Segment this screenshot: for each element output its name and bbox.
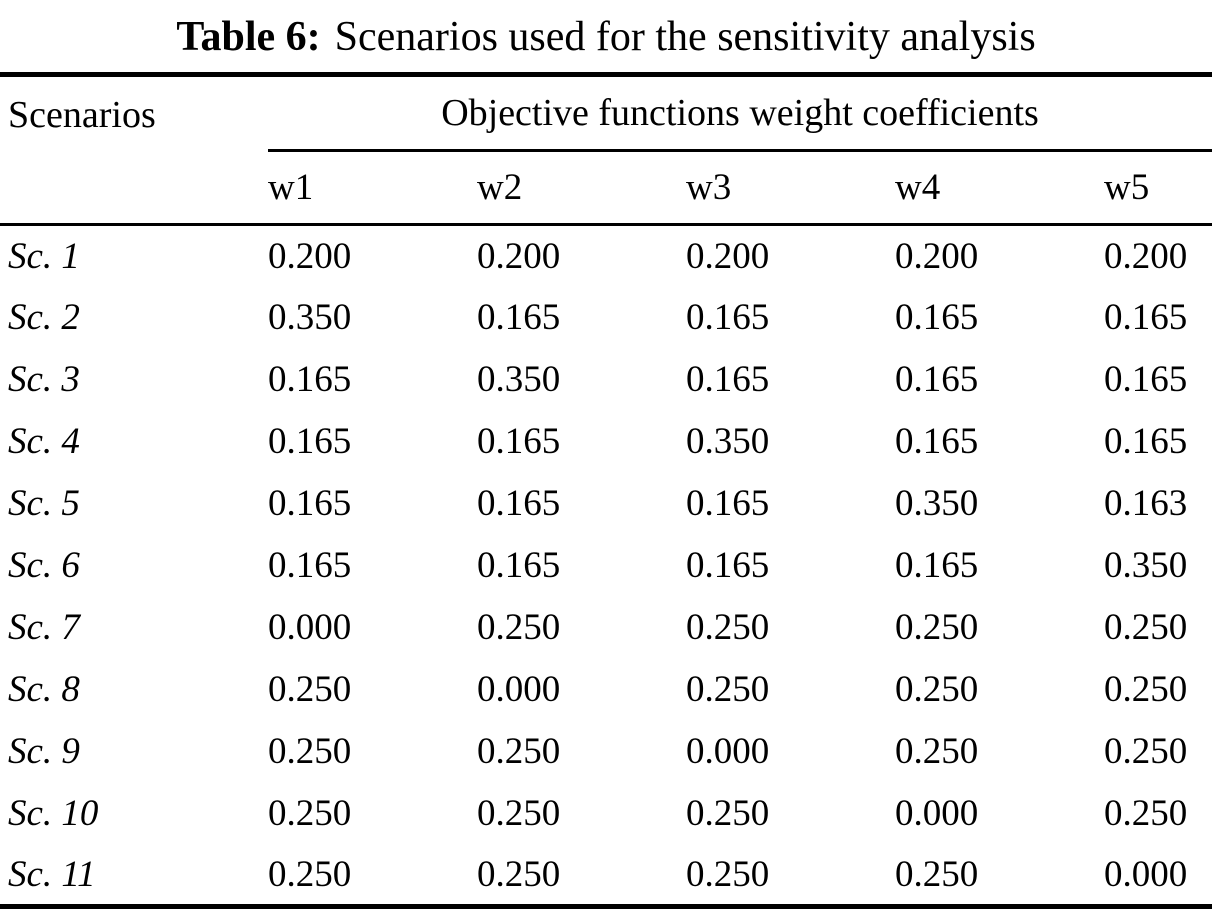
column-header-w2: w2 bbox=[477, 150, 686, 226]
weight-value: 0.250 bbox=[268, 853, 352, 895]
weight-value: 0.000 bbox=[1104, 853, 1188, 895]
weight-value: 0.350 bbox=[477, 359, 561, 400]
weight-value: 0.200 bbox=[477, 235, 561, 277]
table-row: Sc. 11 0.250 0.250 0.250 0.250 0.000 bbox=[0, 845, 1212, 907]
header-row-weights: w1 w2 w3 w4 w5 bbox=[0, 150, 1212, 226]
weight-value: 0.165 bbox=[895, 359, 979, 400]
table-caption-text: Scenarios used for the sensitivity analy… bbox=[334, 14, 1036, 60]
group-header-objective-weights: Objective functions weight coefficients bbox=[268, 74, 1212, 152]
weight-value: 0.165 bbox=[268, 545, 352, 586]
weight-value: 0.250 bbox=[477, 731, 561, 772]
scenario-label: Sc. 1 bbox=[8, 235, 80, 277]
scenario-label: Sc. 2 bbox=[8, 297, 80, 338]
weight-value: 0.250 bbox=[895, 669, 979, 710]
weight-value: 0.250 bbox=[477, 853, 561, 895]
weight-value: 0.200 bbox=[686, 235, 770, 277]
weight-value: 0.250 bbox=[686, 853, 770, 895]
scenario-label: Sc. 4 bbox=[8, 421, 80, 462]
weight-value: 0.165 bbox=[686, 483, 770, 524]
column-header-w5: w5 bbox=[1104, 150, 1212, 226]
weight-value: 0.350 bbox=[268, 297, 352, 338]
weight-value: 0.165 bbox=[686, 297, 770, 338]
table-row: Sc. 5 0.165 0.165 0.165 0.350 0.163 bbox=[0, 473, 1212, 535]
header-row-group: Scenarios Objective functions weight coe… bbox=[0, 74, 1212, 226]
weight-value: 0.250 bbox=[268, 669, 352, 710]
table-row: Sc. 4 0.165 0.165 0.350 0.165 0.165 bbox=[0, 411, 1212, 473]
scenario-label: Sc. 7 bbox=[8, 607, 80, 648]
column-header-w1: w1 bbox=[268, 150, 477, 226]
weight-value: 0.250 bbox=[686, 793, 770, 834]
scenario-label: Sc. 10 bbox=[8, 793, 99, 834]
weight-value: 0.350 bbox=[895, 483, 979, 524]
scenario-label: Sc. 6 bbox=[8, 545, 80, 586]
weight-value: 0.250 bbox=[895, 731, 979, 772]
column-header-w3: w3 bbox=[686, 150, 895, 226]
table-row: Sc. 9 0.250 0.250 0.000 0.250 0.250 bbox=[0, 721, 1212, 783]
weight-value: 0.250 bbox=[686, 669, 770, 710]
weight-value: 0.250 bbox=[686, 607, 770, 648]
weight-value: 0.165 bbox=[686, 545, 770, 586]
weight-value: 0.250 bbox=[268, 793, 352, 834]
weight-value: 0.000 bbox=[895, 793, 979, 834]
weight-value: 0.250 bbox=[895, 607, 979, 648]
weight-value: 0.200 bbox=[268, 235, 352, 277]
weight-value: 0.165 bbox=[1104, 297, 1188, 338]
weight-value: 0.250 bbox=[895, 853, 979, 895]
table-row: Sc. 8 0.250 0.000 0.250 0.250 0.250 bbox=[0, 659, 1212, 721]
scenario-label: Sc. 11 bbox=[8, 853, 96, 895]
weight-value: 0.200 bbox=[895, 235, 979, 277]
table-row: Sc. 2 0.350 0.165 0.165 0.165 0.165 bbox=[0, 287, 1212, 349]
weight-value: 0.250 bbox=[1104, 731, 1188, 772]
weight-value: 0.250 bbox=[268, 731, 352, 772]
weight-value: 0.000 bbox=[477, 669, 561, 710]
scenario-label: Sc. 8 bbox=[8, 669, 80, 710]
table-caption: Table 6: Scenarios used for the sensitivi… bbox=[0, 0, 1212, 72]
weight-value: 0.250 bbox=[477, 793, 561, 834]
weight-value: 0.350 bbox=[1104, 545, 1188, 586]
weight-value: 0.165 bbox=[895, 545, 979, 586]
scenario-label: Sc. 9 bbox=[8, 731, 80, 772]
weight-value: 0.250 bbox=[477, 607, 561, 648]
weight-value: 0.165 bbox=[268, 483, 352, 524]
weight-value: 0.250 bbox=[1104, 793, 1188, 834]
weight-value: 0.165 bbox=[268, 421, 352, 462]
weight-value: 0.165 bbox=[895, 421, 979, 462]
weight-value: 0.000 bbox=[686, 731, 770, 772]
scenario-label: Sc. 5 bbox=[8, 483, 80, 524]
weight-value: 0.165 bbox=[477, 297, 561, 338]
weight-value: 0.165 bbox=[477, 545, 561, 586]
weight-value: 0.165 bbox=[477, 421, 561, 462]
scenario-label: Sc. 3 bbox=[8, 359, 80, 400]
weight-value: 0.165 bbox=[1104, 421, 1188, 462]
column-header-w4: w4 bbox=[895, 150, 1104, 226]
weight-value: 0.165 bbox=[1104, 359, 1188, 400]
table-row: Sc. 6 0.165 0.165 0.165 0.165 0.350 bbox=[0, 535, 1212, 597]
table-caption-label: Table 6: bbox=[176, 14, 321, 60]
scenarios-table: Scenarios Objective functions weight coe… bbox=[0, 72, 1212, 909]
column-header-scenarios: Scenarios bbox=[0, 74, 268, 226]
weight-value: 0.350 bbox=[686, 421, 770, 462]
table-row: Sc. 3 0.165 0.350 0.165 0.165 0.165 bbox=[0, 349, 1212, 411]
weight-value: 0.165 bbox=[686, 359, 770, 400]
table-row: Sc. 7 0.000 0.250 0.250 0.250 0.250 bbox=[0, 597, 1212, 659]
table-row: Sc. 1 0.200 0.200 0.200 0.200 0.200 bbox=[0, 225, 1212, 287]
weight-value: 0.165 bbox=[268, 359, 352, 400]
weight-value: 0.165 bbox=[895, 297, 979, 338]
weight-value: 0.250 bbox=[1104, 669, 1188, 710]
weight-value: 0.165 bbox=[477, 483, 561, 524]
weight-value: 0.250 bbox=[1104, 607, 1188, 648]
table-row: Sc. 10 0.250 0.250 0.250 0.000 0.250 bbox=[0, 783, 1212, 845]
weight-value: 0.200 bbox=[1104, 235, 1188, 277]
weight-value: 0.163 bbox=[1104, 483, 1188, 524]
weight-value: 0.000 bbox=[268, 607, 352, 648]
